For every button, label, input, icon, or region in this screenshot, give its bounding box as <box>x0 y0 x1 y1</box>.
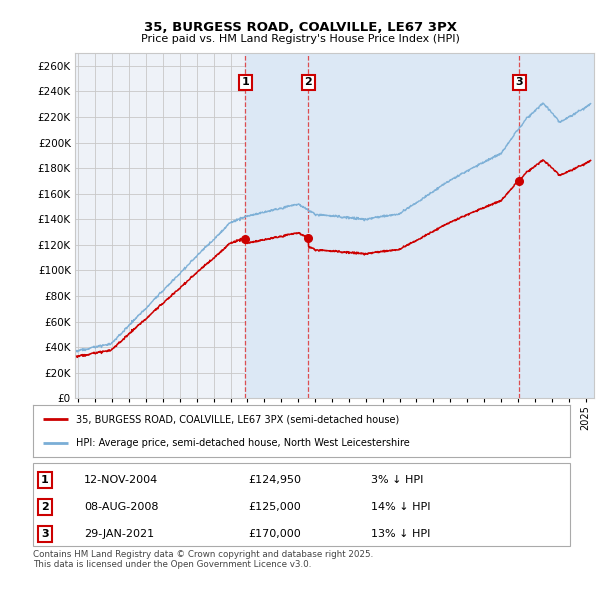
Text: Price paid vs. HM Land Registry's House Price Index (HPI): Price paid vs. HM Land Registry's House … <box>140 34 460 44</box>
Text: 3: 3 <box>515 77 523 87</box>
Text: Contains HM Land Registry data © Crown copyright and database right 2025.
This d: Contains HM Land Registry data © Crown c… <box>33 550 373 569</box>
Bar <box>245 53 308 398</box>
Text: 14% ↓ HPI: 14% ↓ HPI <box>371 502 431 512</box>
Text: 3% ↓ HPI: 3% ↓ HPI <box>371 475 424 484</box>
Text: 2: 2 <box>41 502 49 512</box>
Bar <box>519 53 594 398</box>
Text: 08-AUG-2008: 08-AUG-2008 <box>84 502 158 512</box>
Text: 12-NOV-2004: 12-NOV-2004 <box>84 475 158 484</box>
Text: £124,950: £124,950 <box>248 475 301 484</box>
Text: 13% ↓ HPI: 13% ↓ HPI <box>371 529 431 539</box>
Text: £170,000: £170,000 <box>248 529 301 539</box>
Text: 2: 2 <box>304 77 312 87</box>
Text: £125,000: £125,000 <box>248 502 301 512</box>
Text: HPI: Average price, semi-detached house, North West Leicestershire: HPI: Average price, semi-detached house,… <box>76 438 410 448</box>
Text: 1: 1 <box>241 77 249 87</box>
Text: 35, BURGESS ROAD, COALVILLE, LE67 3PX: 35, BURGESS ROAD, COALVILLE, LE67 3PX <box>143 21 457 34</box>
Text: 1: 1 <box>41 475 49 484</box>
Bar <box>308 53 519 398</box>
Text: 35, BURGESS ROAD, COALVILLE, LE67 3PX (semi-detached house): 35, BURGESS ROAD, COALVILLE, LE67 3PX (s… <box>76 414 399 424</box>
Text: 29-JAN-2021: 29-JAN-2021 <box>84 529 154 539</box>
Text: 3: 3 <box>41 529 49 539</box>
